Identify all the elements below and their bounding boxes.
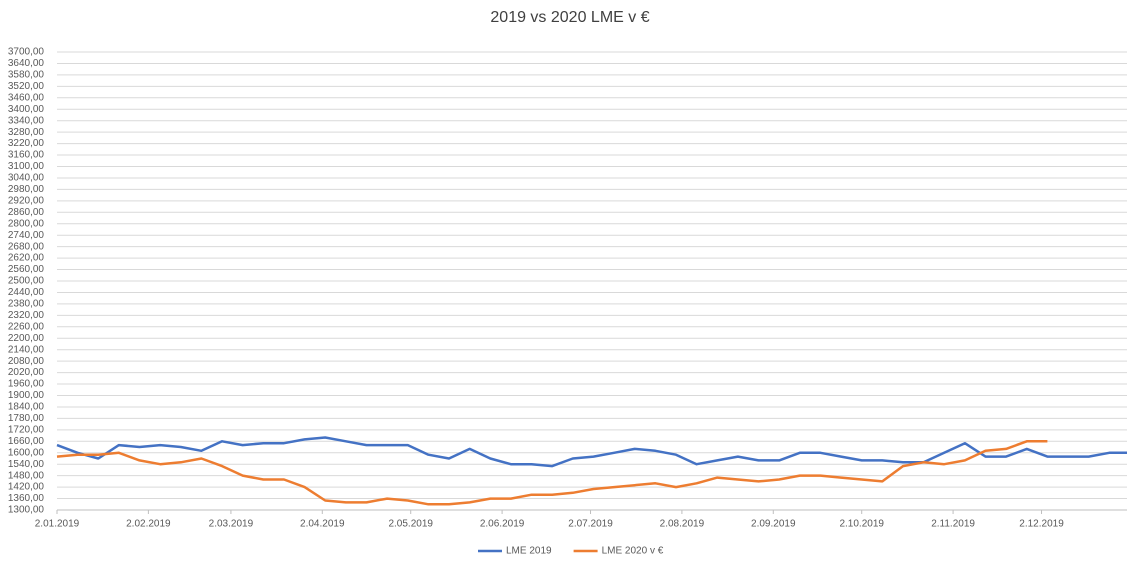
- y-tick-label: 1300,00: [8, 505, 45, 516]
- chart-title: 2019 vs 2020 LME v €: [490, 9, 649, 26]
- x-tick-label: 2.03.2019: [209, 519, 254, 530]
- x-tick-label: 2.11.2019: [931, 519, 975, 530]
- y-tick-label: 1960,00: [8, 379, 45, 390]
- y-tick-label: 1540,00: [8, 459, 45, 470]
- y-tick-label: 3700,00: [8, 47, 45, 58]
- y-tick-label: 2200,00: [8, 333, 45, 344]
- legend-label: LME 2020 v €: [602, 546, 664, 557]
- x-tick-label: 2.02.2019: [126, 519, 171, 530]
- y-tick-label: 2020,00: [8, 367, 45, 378]
- y-tick-label: 3400,00: [8, 104, 45, 115]
- y-tick-label: 2620,00: [8, 253, 45, 264]
- y-tick-label: 3460,00: [8, 92, 45, 103]
- x-tick-label: 2.12.2019: [1019, 519, 1064, 530]
- x-tick-label: 2.06.2019: [480, 519, 525, 530]
- y-tick-label: 3580,00: [8, 70, 45, 81]
- series-line: [56, 436, 1127, 468]
- y-tick-label: 3220,00: [8, 138, 45, 149]
- x-tick-label: 2.05.2019: [388, 519, 433, 530]
- y-tick-label: 3100,00: [8, 161, 45, 172]
- y-tick-label: 3160,00: [8, 150, 45, 161]
- y-tick-label: 1720,00: [8, 424, 45, 435]
- y-tick-label: 1480,00: [8, 470, 45, 481]
- y-tick-label: 3640,00: [8, 58, 45, 69]
- y-tick-label: 1900,00: [8, 390, 45, 401]
- y-tick-label: 1660,00: [8, 436, 45, 447]
- x-tick-label: 2.09.2019: [751, 519, 796, 530]
- y-tick-label: 2800,00: [8, 218, 45, 229]
- x-tick-label: 2.04.2019: [300, 519, 345, 530]
- y-tick-label: 2140,00: [8, 344, 45, 355]
- x-tick-label: 2.01.2019: [35, 519, 80, 530]
- y-tick-label: 2320,00: [8, 310, 45, 321]
- x-tick-label: 2.10.2019: [839, 519, 884, 530]
- y-tick-label: 2260,00: [8, 321, 45, 332]
- y-tick-label: 1780,00: [8, 413, 45, 424]
- y-tick-label: 2560,00: [8, 264, 45, 275]
- y-tick-label: 3520,00: [8, 81, 45, 92]
- y-tick-label: 1600,00: [8, 447, 45, 458]
- legend-label: LME 2019: [506, 546, 552, 557]
- y-tick-label: 1840,00: [8, 402, 45, 413]
- y-tick-label: 2080,00: [8, 356, 45, 367]
- y-tick-label: 2920,00: [8, 195, 45, 206]
- y-tick-label: 1360,00: [8, 493, 45, 504]
- series-line: [56, 440, 1048, 506]
- y-tick-label: 1420,00: [8, 482, 45, 493]
- y-tick-label: 2860,00: [8, 207, 45, 218]
- y-tick-label: 2980,00: [8, 184, 45, 195]
- x-tick-label: 2.07.2019: [568, 519, 613, 530]
- y-tick-label: 2680,00: [8, 241, 45, 252]
- y-tick-label: 2380,00: [8, 299, 45, 310]
- y-tick-label: 3280,00: [8, 127, 45, 138]
- y-tick-label: 2440,00: [8, 287, 45, 298]
- y-tick-label: 3040,00: [8, 173, 45, 184]
- y-tick-label: 2500,00: [8, 276, 45, 287]
- y-tick-label: 2740,00: [8, 230, 45, 241]
- y-tick-label: 3340,00: [8, 115, 45, 126]
- x-tick-label: 2.08.2019: [660, 519, 705, 530]
